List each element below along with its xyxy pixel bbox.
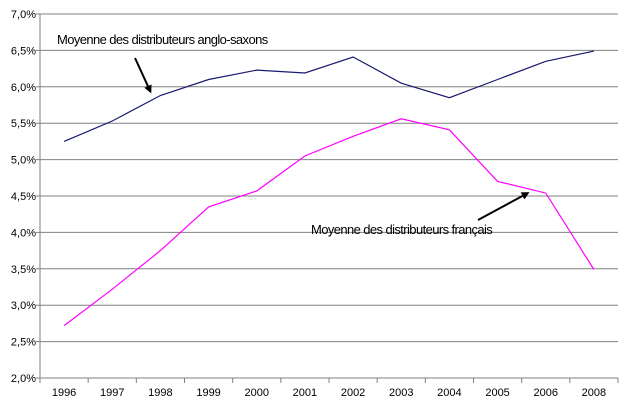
x-tick-label: 2002 — [341, 387, 365, 399]
y-tick-label: 5,0% — [11, 155, 36, 167]
gridlines — [40, 13, 618, 379]
x-tick-labels: 1996 1997 1998 1999 2000 2001 2002 2003 2004 2005… — [52, 387, 606, 399]
annotation-francais: Moyenne des distributeurs français — [311, 222, 493, 237]
y-tick-label: 4,5% — [11, 191, 36, 203]
series-line-francais — [63, 118, 595, 327]
y-tick-label: 5,5% — [11, 118, 36, 130]
x-tick-label: 1999 — [196, 387, 220, 399]
annotation-arrow — [477, 192, 530, 221]
axes — [36, 13, 619, 383]
x-tick-label: 2003 — [389, 387, 413, 399]
y-tick-label: 3,5% — [11, 264, 36, 276]
x-tick-label: 2004 — [437, 387, 461, 399]
y-tick-label: 7,0% — [11, 9, 36, 21]
y-tick-label: 6,0% — [11, 82, 36, 94]
y-tick-label: 2,5% — [11, 337, 36, 349]
x-tick-label: 2000 — [245, 387, 269, 399]
x-tick-label: 2001 — [293, 387, 317, 399]
x-tick-label: 2006 — [534, 387, 558, 399]
x-tick-label: 2008 — [582, 387, 606, 399]
x-tick-label: 1998 — [148, 387, 172, 399]
y-tick-labels: 2,0% 2,5% 3,0% 3,5% 4,0% 4,5% 5,0% 5,5% 6,0% 6,5%… — [11, 9, 36, 385]
annotation-arrow — [134, 57, 152, 94]
series-lines — [63, 50, 595, 327]
x-tick-label: 2005 — [485, 387, 509, 399]
annotation-anglo-saxons: Moyenne des distributeurs anglo-saxons — [57, 32, 269, 47]
y-tick-label: 4,0% — [11, 227, 36, 239]
series-line-anglo-saxons — [63, 50, 595, 142]
annotations: Moyenne des distributeurs anglo-saxons M… — [57, 32, 530, 237]
x-tick-label: 1997 — [100, 387, 124, 399]
y-tick-label: 6,5% — [11, 45, 36, 57]
x-tick-label: 1996 — [52, 387, 76, 399]
y-tick-label: 2,0% — [11, 373, 36, 385]
y-tick-label: 3,0% — [11, 300, 36, 312]
